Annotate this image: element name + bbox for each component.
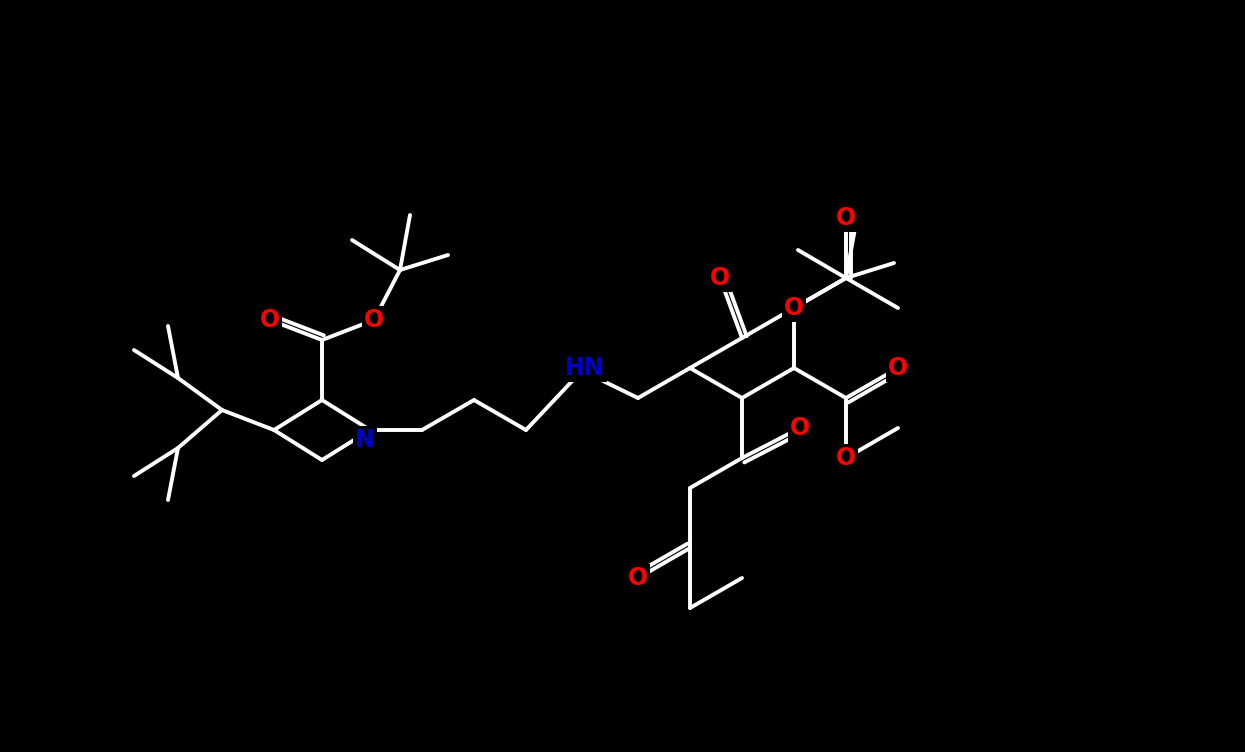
Text: O: O xyxy=(627,566,649,590)
Text: O: O xyxy=(835,206,857,230)
Text: HN: HN xyxy=(565,356,605,380)
Text: O: O xyxy=(789,416,810,440)
Text: O: O xyxy=(710,266,730,290)
Text: O: O xyxy=(784,296,804,320)
Text: O: O xyxy=(835,446,857,470)
Text: O: O xyxy=(784,296,804,320)
Text: O: O xyxy=(888,356,908,380)
Text: N: N xyxy=(355,428,375,452)
Text: O: O xyxy=(364,308,383,332)
Text: O: O xyxy=(260,308,280,332)
